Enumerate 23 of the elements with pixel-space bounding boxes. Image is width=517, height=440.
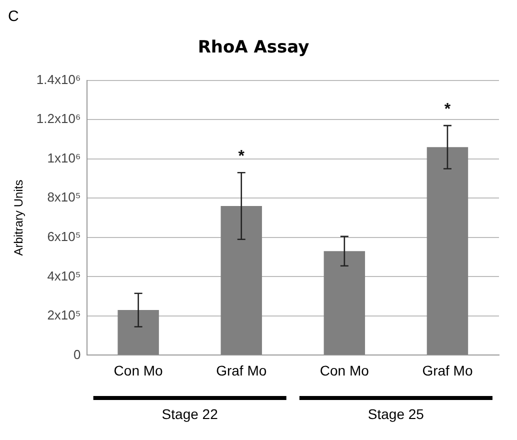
y-tick-label: 2x10⁵: [47, 308, 81, 323]
bar: [324, 251, 366, 355]
x-tick-label: Graf Mo: [216, 362, 267, 378]
y-tick-label: 0: [74, 346, 81, 362]
data-label: *: [238, 148, 246, 166]
text: C: [8, 8, 20, 27]
y-tick-label: 1x10⁶: [47, 150, 81, 166]
x-tick-label: Graf Mo: [422, 362, 473, 378]
y-tick-label: 1.4x10⁶: [36, 72, 81, 87]
text: Stage 22: [162, 406, 218, 422]
y-tick-label: 6x10⁵: [47, 229, 81, 244]
bar: [220, 206, 262, 355]
x-tick-label: Con Mo: [320, 362, 370, 378]
text: Stage 25: [368, 406, 424, 422]
data-label: *: [444, 100, 452, 118]
y-tick-label: 8x10⁵: [47, 190, 81, 205]
x-tick-label: Con Mo: [114, 362, 164, 378]
bar: [426, 147, 468, 355]
bar: [118, 310, 159, 355]
y-axis-title: Arbitrary Units: [12, 180, 26, 256]
chart-title: RhoA Assay: [198, 38, 310, 58]
y-tick-label: 4x10⁵: [47, 268, 81, 284]
y-tick-label: 1.2x10⁶: [36, 111, 81, 126]
